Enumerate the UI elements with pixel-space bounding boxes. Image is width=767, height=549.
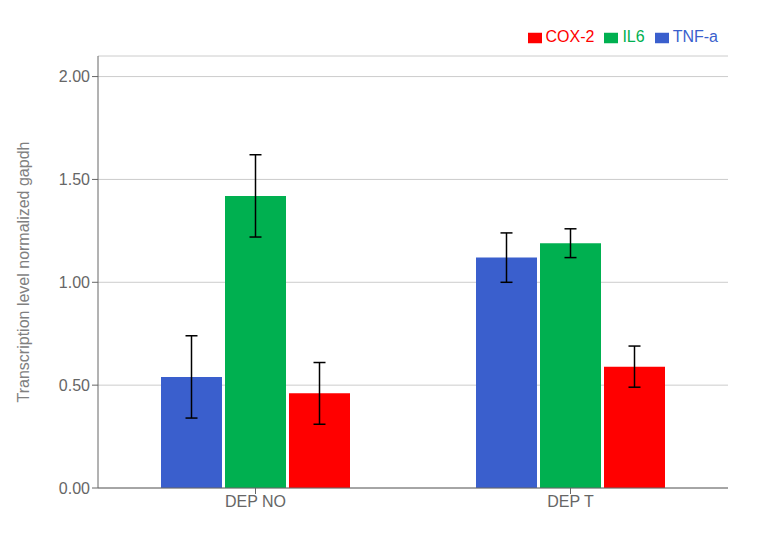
svg-text:1.00: 1.00 bbox=[59, 274, 90, 291]
svg-text:DEP NO: DEP NO bbox=[225, 493, 286, 510]
html-text:COX-2: COX-2 bbox=[545, 28, 595, 45]
svg-text:DEP T: DEP T bbox=[547, 493, 594, 510]
html-text:TNF-a: TNF-a bbox=[672, 28, 718, 45]
svg-text:Transcription level normalized: Transcription level normalized gapdh bbox=[15, 142, 32, 403]
svg-text:2.00: 2.00 bbox=[59, 68, 90, 85]
html-text:IL6: IL6 bbox=[622, 28, 645, 45]
svg-text:1.50: 1.50 bbox=[59, 171, 90, 188]
svg-text:0.00: 0.00 bbox=[59, 480, 90, 497]
svg-text:0.50: 0.50 bbox=[59, 377, 90, 394]
